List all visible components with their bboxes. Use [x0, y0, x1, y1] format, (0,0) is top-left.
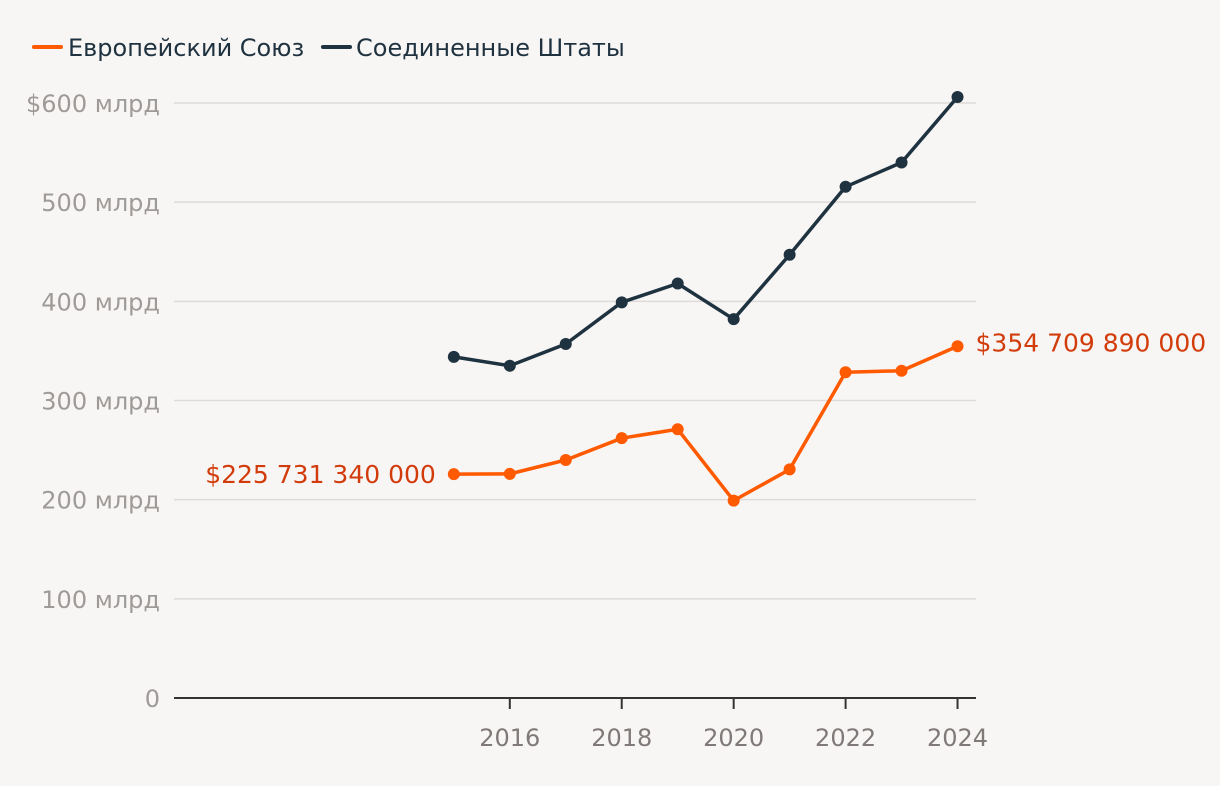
eu-end-value-label: $354 709 890 000	[976, 328, 1207, 357]
legend: Европейский Союз Соединенные Штаты	[32, 34, 625, 62]
y-tick-label-300: 300 млрд	[41, 388, 160, 416]
y-tick-label-500: 500 млрд	[41, 189, 160, 217]
series-eu	[447, 340, 964, 507]
series-us	[447, 91, 964, 372]
data-point-us-2020	[727, 313, 740, 326]
data-point-eu-2018	[615, 432, 628, 445]
x-axis: 2016 2018 2020 2022 2024	[174, 697, 988, 752]
series-group	[447, 91, 964, 507]
data-point-us-2015	[447, 350, 460, 363]
data-point-us-2019	[671, 277, 684, 290]
data-point-eu-2021	[783, 463, 796, 476]
eu-start-value-label: $225 731 340 000	[205, 460, 436, 489]
series-line-us	[452, 95, 960, 368]
data-point-eu-2019	[671, 423, 684, 436]
y-tick-label-0: 0	[145, 685, 160, 713]
data-point-us-2017	[559, 337, 572, 350]
data-point-eu-2015	[447, 468, 460, 481]
data-point-eu-2022	[839, 366, 852, 379]
x-tick-label-2024: 2024	[927, 724, 988, 752]
data-point-eu-2023	[895, 364, 908, 377]
grid	[174, 102, 976, 600]
data-point-eu-2024	[951, 340, 964, 353]
data-point-us-2021	[783, 248, 796, 261]
x-tick-label-2016: 2016	[479, 724, 540, 752]
x-tick-label-2022: 2022	[815, 724, 876, 752]
y-tick-label-400: 400 млрд	[41, 288, 160, 316]
data-point-us-2022	[839, 180, 852, 193]
x-tick-label-2018: 2018	[591, 724, 652, 752]
data-point-us-2024	[951, 91, 964, 104]
y-tick-label-600: $600 млрд	[26, 90, 160, 118]
legend-label-eu: Европейский Союз	[68, 34, 304, 62]
y-axis: 0 100 млрд 200 млрд 300 млрд 400 млрд 500 млр…	[26, 90, 160, 713]
data-point-eu-2020	[727, 494, 740, 507]
y-tick-label-100: 100 млрд	[41, 586, 160, 614]
series-line-eu	[452, 344, 960, 503]
legend-label-us: Соединенные Штаты	[356, 34, 625, 62]
data-point-us-2016	[503, 359, 516, 372]
y-tick-label-200: 200 млрд	[41, 487, 160, 515]
x-tick-label-2020: 2020	[703, 724, 764, 752]
data-point-eu-2016	[503, 467, 516, 480]
data-point-eu-2017	[559, 454, 572, 466]
annotations: $225 731 340 000 $354 709 890 000	[205, 328, 1206, 489]
data-point-us-2018	[615, 296, 628, 309]
data-point-us-2023	[895, 156, 908, 169]
